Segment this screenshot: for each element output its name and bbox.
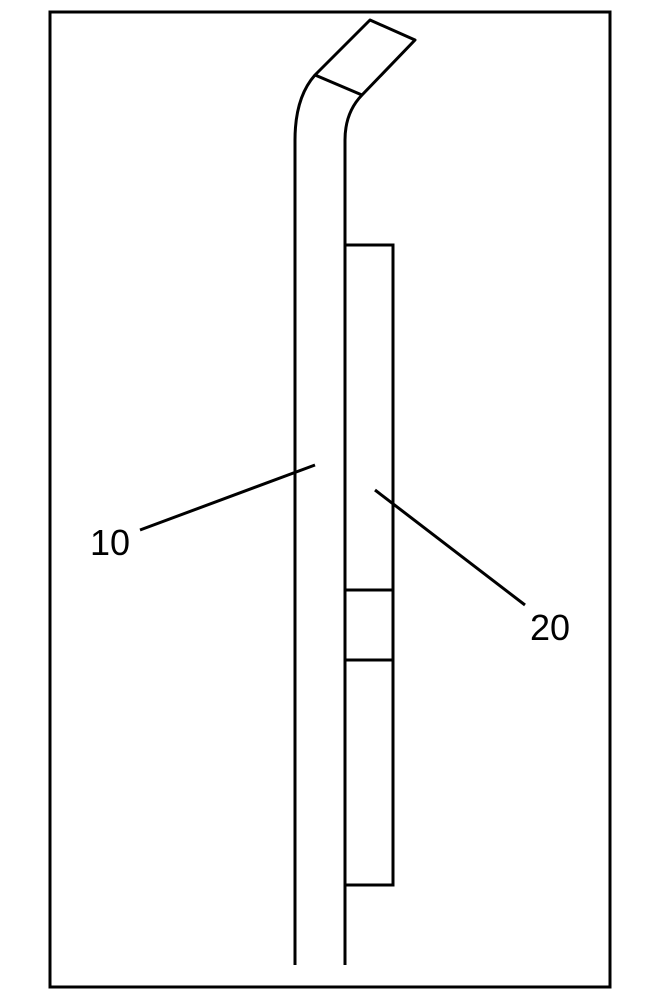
side-part-rect [345,245,393,885]
label-10: 10 [90,522,130,563]
leader-line-10 [140,465,315,530]
leader-line-20 [375,490,525,605]
bend-seam-line [315,75,362,95]
technical-diagram: 10 20 [0,0,663,1000]
main-part-outline [295,20,415,965]
outer-frame [50,12,610,987]
label-20: 20 [530,607,570,648]
